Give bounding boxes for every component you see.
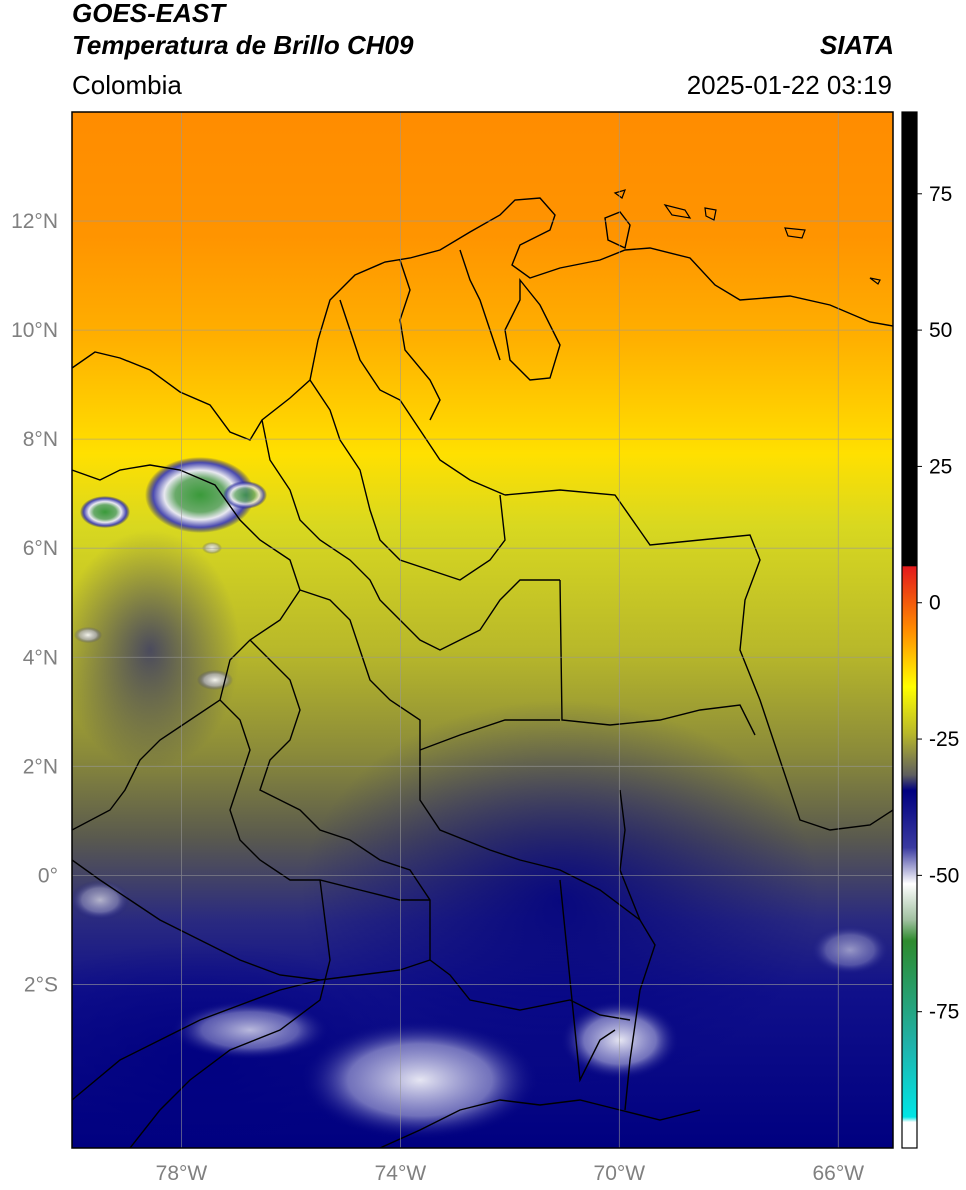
colorbar-tick-label: 50 (929, 319, 952, 342)
satellite-title: GOES-EAST (72, 0, 226, 28)
colorbar-tick-label: 0 (929, 592, 941, 615)
datetime-label: 2025-01-22 03:19 (686, 70, 892, 100)
satellite-image (72, 112, 893, 1148)
lon-tick-label: 74°W (375, 1162, 427, 1185)
lon-tick-label: 78°W (156, 1162, 208, 1185)
lon-tick-label: 70°W (594, 1162, 646, 1185)
brand-label: SIATA (819, 30, 894, 60)
region-label: Colombia (72, 70, 182, 100)
longitude-tick-labels: 78°W 74°W 70°W 66°W (156, 1162, 865, 1185)
colorbar-tick-label: -75 (929, 1001, 959, 1024)
colorbar (902, 112, 917, 1148)
lat-tick-label: 0° (38, 864, 58, 887)
lat-tick-label: 10°N (11, 319, 58, 342)
colorbar-tick-label: 75 (929, 183, 952, 206)
lat-tick-label: 8°N (23, 428, 58, 451)
lon-tick-label: 66°W (812, 1162, 864, 1185)
colorbar-ticks: 75 50 25 0 -25 -50 -75 (917, 183, 959, 1024)
colorbar-tick-label: 25 (929, 455, 952, 478)
latitude-tick-labels: 12°N 10°N 8°N 6°N 4°N 2°N 0° 2°S (11, 210, 58, 996)
colorbar-tick-label: -25 (929, 728, 959, 751)
lat-tick-label: 12°N (11, 210, 58, 233)
lat-tick-label: 2°S (24, 973, 58, 996)
lat-tick-label: 2°N (23, 755, 58, 778)
lat-tick-label: 6°N (23, 537, 58, 560)
product-title: Temperatura de Brillo CH09 (72, 30, 414, 60)
colorbar-frame (901, 111, 918, 1149)
map-frame (71, 111, 894, 1149)
gridlines (72, 112, 893, 1148)
colorbar-tick-label: -50 (929, 864, 959, 887)
lat-tick-label: 4°N (23, 646, 58, 669)
